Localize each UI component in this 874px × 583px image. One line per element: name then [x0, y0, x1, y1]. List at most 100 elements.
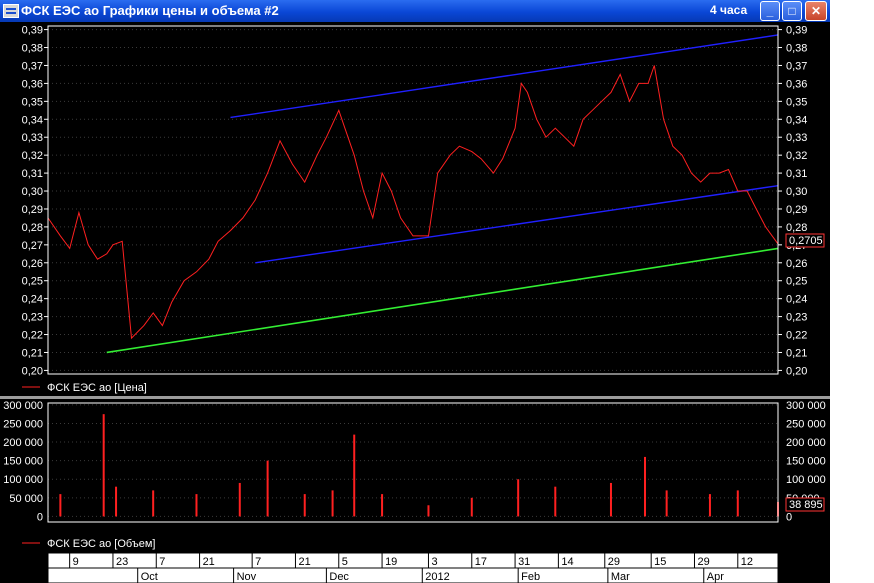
date-day-label: 21 [203, 556, 215, 568]
price-tick-label-left: 0,31 [22, 168, 43, 180]
price-tick-label-right: 0,20 [786, 365, 807, 377]
volume-tick-label-left: 300 000 [3, 400, 43, 412]
support-line[interactable] [106, 247, 779, 354]
price-last-value-box [785, 233, 825, 248]
date-day-label: 17 [475, 556, 487, 568]
price-tick-label-right: 0,29 [786, 204, 807, 216]
price-tick-label-right: 0,34 [786, 114, 807, 126]
volume-tick-label-right: 250 000 [786, 418, 826, 430]
date-day-label: 26 [782, 556, 794, 568]
trend-channel-line-2[interactable] [255, 184, 779, 264]
volume-grid [48, 404, 778, 517]
date-day-label: 23 [116, 556, 128, 568]
price-tick-label-right: 0,28 [786, 222, 807, 234]
date-day-label: 14 [561, 556, 573, 568]
volume-tick-label-left: 0 [37, 511, 43, 523]
price-tick-label-left: 0,39 [22, 25, 43, 37]
date-day-label: 12 [741, 556, 753, 568]
price-tick-label-left: 0,29 [22, 204, 43, 216]
price-tick-label-left: 0,26 [22, 258, 43, 270]
volume-legend-label: ФСК ЕЭС ао [Объем] [47, 538, 155, 550]
window-title: ФСК ЕЭС ао Графики цены и объема #2 [21, 3, 279, 18]
volume-bar [266, 460, 269, 517]
price-y-axis-right: 0,39 0,38 0,37 0,36 0,35 0,34 0,33 0,32 0,31 0,30… [778, 25, 807, 377]
price-tick-label-left: 0,35 [22, 96, 43, 108]
volume-last-value: 38 895 [789, 499, 823, 511]
price-tick-label-left: 0,23 [22, 312, 43, 324]
price-tick-label-right: 0,21 [786, 347, 807, 359]
chart-area[interactable]: 0,39 0,38 0,37 0,36 0,35 0,34 0,33 0,32 0,31 0,30… [0, 22, 830, 583]
volume-bar [517, 479, 520, 517]
price-tick-label-left: 0,20 [22, 365, 43, 377]
volume-bar [115, 486, 118, 517]
volume-tick-label-left: 250 000 [3, 418, 43, 430]
volume-bar [381, 494, 384, 517]
price-tick-label-left: 0,33 [22, 132, 43, 144]
volume-bar [470, 497, 473, 517]
date-month-label: Oct [141, 571, 158, 583]
date-month-label: Feb [521, 571, 540, 583]
price-tick-label-right: 0,24 [786, 294, 807, 306]
maximize-button[interactable]: □ [782, 1, 802, 21]
price-grid [48, 29, 778, 371]
date-month-label: Mar [611, 571, 630, 583]
volume-tick-label-left: 150 000 [3, 456, 43, 468]
volume-bar [665, 490, 668, 517]
volume-bar [643, 456, 646, 517]
date-day-label: 15 [654, 556, 666, 568]
price-series-line [47, 65, 779, 340]
price-tick-label-left: 0,37 [22, 60, 43, 72]
panel-splitter[interactable] [0, 396, 830, 399]
price-tick-label-left: 0,28 [22, 222, 43, 234]
volume-bar [195, 494, 198, 517]
timeframe-label: 4 часа [710, 3, 748, 17]
title-bar[interactable]: ФСК ЕЭС ао Графики цены и объема #2 4 ча… [0, 0, 830, 22]
volume-tick-label-left: 50 000 [9, 493, 43, 505]
volume-tick-label-right: 0 [786, 511, 792, 523]
volume-tick-label-right: 200 000 [786, 437, 826, 449]
date-month-label: Apr [707, 571, 724, 583]
date-day-label: 21 [298, 556, 310, 568]
price-tick-label-left: 0,25 [22, 276, 43, 288]
price-tick-label-left: 0,22 [22, 330, 43, 342]
price-tick-label-right: 0,36 [786, 78, 807, 90]
price-panel-frame [47, 25, 779, 375]
price-tick-label-right: 0,23 [786, 312, 807, 324]
volume-last-value-box [785, 497, 825, 512]
price-tick-label-left: 0,36 [22, 78, 43, 90]
volume-tick-label-right: 100 000 [786, 474, 826, 486]
price-tick-label-right: 0,37 [786, 60, 807, 72]
price-tick-label-right: 0,35 [786, 96, 807, 108]
minimize-button[interactable]: _ [760, 1, 780, 21]
chart-window: ФСК ЕЭС ао Графики цены и объема #2 4 ча… [0, 0, 830, 583]
date-month-label: Dec [329, 571, 349, 583]
price-tick-label-right: 0,31 [786, 168, 807, 180]
chart-app-icon[interactable] [3, 4, 19, 18]
date-axis-months: Oct Nov Dec 2012 Feb Mar Apr [137, 568, 724, 583]
date-day-label: 9 [73, 556, 79, 568]
date-month-label: 2012 [425, 571, 449, 583]
price-y-axis-left: 0,39 0,38 0,37 0,36 0,35 0,34 0,33 0,32 0,31 0,30… [22, 25, 48, 377]
volume-tick-label-left: 200 000 [3, 437, 43, 449]
close-button[interactable]: ✕ [805, 1, 827, 21]
date-month-label: Nov [237, 571, 257, 583]
volume-tick-label-right: 300 000 [786, 400, 826, 412]
volume-bars [59, 414, 779, 517]
volume-bar [152, 490, 155, 517]
price-tick-label-right: 0,39 [786, 25, 807, 37]
price-legend-label: ФСК ЕЭС ао [Цена] [47, 382, 147, 394]
trend-channel-line-1[interactable] [230, 34, 779, 119]
date-day-label: 7 [255, 556, 261, 568]
volume-bar [59, 494, 62, 517]
price-tick-label-right: 0,30 [786, 186, 807, 198]
date-day-label: 19 [385, 556, 397, 568]
volume-bar [427, 505, 430, 517]
price-tick-label-left: 0,24 [22, 294, 43, 306]
volume-bar [303, 494, 306, 517]
volume-bar [331, 490, 334, 517]
date-day-label: 29 [697, 556, 709, 568]
volume-bar [708, 494, 711, 517]
volume-bar [736, 490, 739, 517]
price-trend-lines [106, 34, 779, 354]
